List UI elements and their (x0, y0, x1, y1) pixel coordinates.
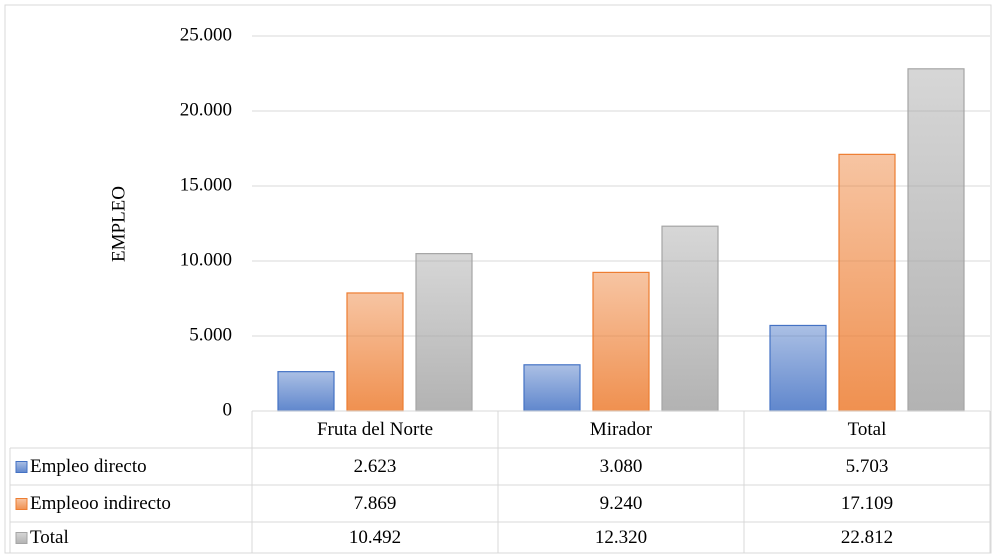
bar (523, 364, 581, 412)
legend-key (15, 498, 28, 510)
legend-key (15, 532, 28, 544)
data-label: 7.869 (354, 493, 397, 514)
data-label: 5.703 (846, 456, 889, 477)
bar (592, 271, 650, 412)
data-label: 22.812 (841, 527, 893, 548)
data-label: 3.080 (600, 456, 643, 477)
data-label: 17.109 (841, 493, 893, 514)
legend-label: Empleo directo (30, 456, 147, 477)
y-axis-title: EMPLEO (108, 186, 129, 262)
bar (277, 371, 335, 412)
data-label: 2.623 (354, 456, 397, 477)
legend-label: Empleoo indirecto (30, 493, 171, 514)
legend-label: Total (30, 527, 69, 548)
y-tick-label: 0 (223, 399, 233, 420)
y-tick-label: 25.000 (180, 24, 232, 45)
x-tick-label: Total (848, 419, 887, 440)
bar (661, 225, 719, 412)
legend-key (15, 461, 28, 473)
y-tick-label: 5.000 (189, 324, 232, 345)
data-label: 12.320 (595, 527, 647, 548)
x-tick-label: Mirador (590, 419, 653, 440)
bar (415, 253, 473, 412)
data-label: 9.240 (600, 493, 643, 514)
data-label: 10.492 (349, 527, 401, 548)
bar (907, 68, 965, 412)
x-tick-label: Fruta del Norte (317, 419, 433, 440)
y-tick-label: 10.000 (180, 249, 232, 270)
bar (769, 324, 827, 412)
y-tick-label: 20.000 (180, 99, 232, 120)
y-tick-label: 15.000 (180, 174, 232, 195)
bar (838, 153, 896, 412)
bar (346, 292, 404, 412)
